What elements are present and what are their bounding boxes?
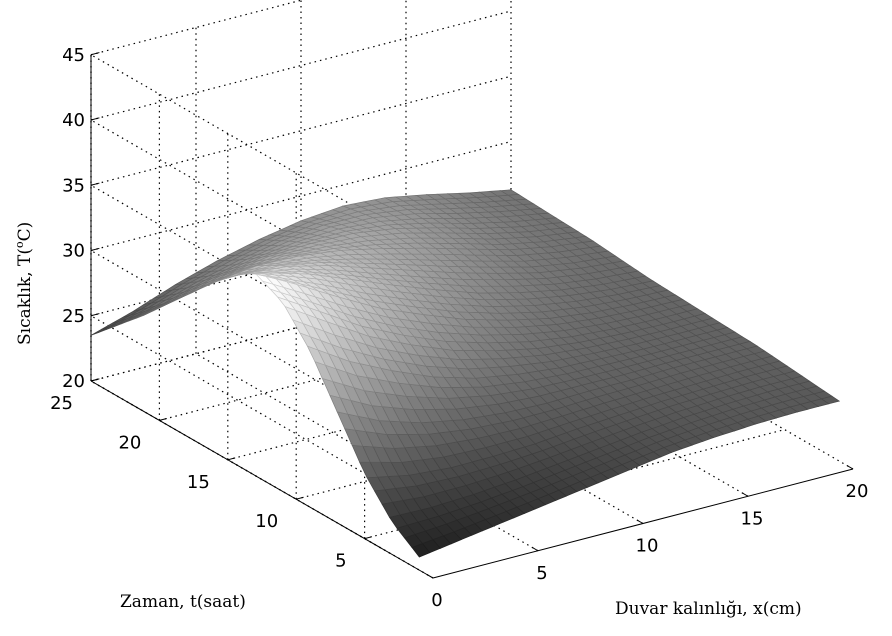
surface-mesh [90,189,841,558]
y-tick-mark [296,496,304,500]
grid-line [90,271,512,382]
z-tick-label: 25 [62,306,85,327]
x-tick-mark [426,574,434,579]
z-tick-label: 45 [62,45,85,66]
z-tick-label: 30 [62,241,85,262]
z-tick-label: 40 [62,110,85,131]
x-tick-mark [741,492,749,497]
x-tick-label: 20 [846,481,869,502]
y-tick-label: 20 [118,432,141,453]
grid-line [227,350,648,461]
y-axis-label: Zaman, t(saat) [120,592,246,612]
z-tick-mark [90,378,100,382]
z-tick-label: 35 [62,175,85,196]
y-tick-label: 15 [187,472,210,493]
grid-line [90,0,305,56]
z-tick-mark [90,52,100,56]
grid-line [159,310,580,421]
x-tick-mark [636,519,644,524]
z-tick-mark [90,117,100,121]
x-axis-label: Duvar kalınlığı, x(cm) [615,599,802,619]
x-tick-label: 0 [431,590,442,611]
grid-line [296,389,717,500]
grid-line [90,10,512,121]
x-tick-mark [846,465,854,470]
x-tick-label: 10 [636,536,659,557]
surface-cell [90,326,110,336]
z-tick-label: 20 [62,371,85,392]
y-tick-label: 5 [335,551,346,572]
x-tick-label: 5 [536,563,547,584]
axis-lines [90,52,854,579]
y-axis-line [90,380,434,579]
y-tick-mark [227,457,236,461]
x-tick-mark [531,546,539,552]
z-tick-mark [90,247,100,251]
z-tick-mark [90,313,100,317]
z-axis-label: Sıcaklık, T(oC) [13,222,35,345]
z-tick-mark [90,182,100,186]
y-tick-mark [159,418,167,421]
y-tick-label: 10 [255,511,278,532]
y-tick-mark [364,536,373,540]
x-tick-label: 15 [741,508,764,529]
grid-line [90,75,512,186]
y-tick-label: 25 [50,393,73,414]
grid-line [90,140,512,252]
